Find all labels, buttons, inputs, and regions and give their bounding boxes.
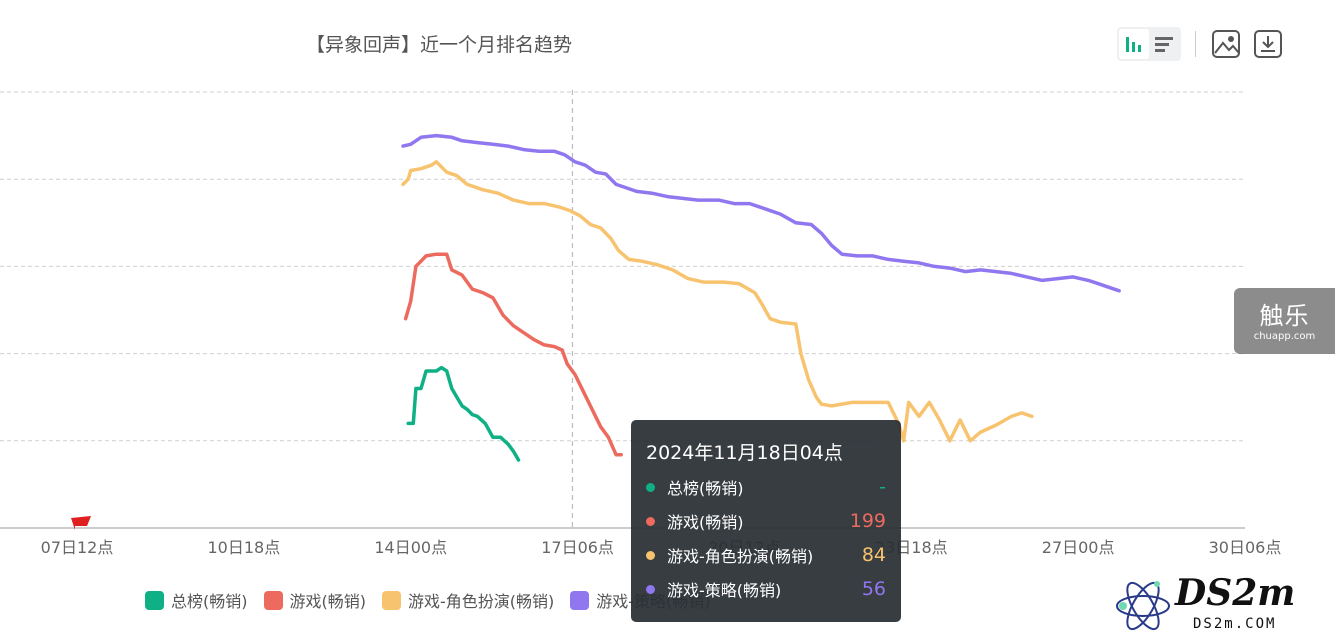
view-switch [1117, 27, 1181, 61]
save-image-button[interactable] [1210, 28, 1242, 60]
series-line-2 [401, 160, 1034, 443]
legend-item[interactable]: 游戏-角色扮演(畅销) [382, 588, 554, 612]
legend-item[interactable]: 总榜(畅销) [145, 588, 248, 612]
watermark-main-text: DS2m [1175, 572, 1296, 614]
legend-swatch [570, 590, 590, 610]
tooltip-row: 游戏-策略(畅销) 56 [646, 576, 886, 602]
tooltip-series-value: - [879, 476, 886, 498]
atom-logo-icon [1116, 581, 1170, 631]
watermark-sub-text: DS2m.COM [1193, 616, 1277, 632]
series-line-3 [401, 133, 1121, 293]
ds2m-watermark: DS2m DS2m.COM [1113, 570, 1328, 640]
legend-label: 游戏-角色扮演(畅销) [408, 592, 555, 611]
legend-label: 游戏(畅销) [289, 592, 367, 611]
data-tooltip: 2024年11月18日04点 总榜(畅销) - 游戏(畅销) 199 游戏-角色扮演(畅… [631, 420, 901, 622]
tooltip-series-dot [646, 516, 655, 526]
x-tick-label: 17日06点 [541, 538, 614, 557]
tooltip-row: 总榜(畅销) - [646, 474, 886, 500]
tooltip-row: 游戏-角色扮演(畅销) 84 [646, 542, 886, 568]
download-button[interactable] [1252, 28, 1284, 60]
save-image-icon [1212, 30, 1240, 58]
list-icon [1155, 37, 1173, 52]
badge-title: 触乐 [1259, 302, 1310, 330]
list-view-button[interactable] [1149, 29, 1179, 59]
x-tick-label: 27日00点 [1042, 538, 1115, 557]
series-line-1 [403, 252, 623, 457]
tooltip-series-dot [646, 584, 655, 594]
tooltip-series-name: 游戏-角色扮演(畅销) [667, 547, 814, 566]
chart-toolbar [1117, 27, 1284, 61]
x-tick-label: 10日18点 [207, 538, 280, 557]
x-tick-label: 30日06点 [1209, 538, 1282, 557]
legend-label: 总榜(畅销) [171, 592, 248, 611]
series-line-0 [406, 365, 521, 462]
event-flag-icon[interactable] [71, 516, 92, 530]
tooltip-title: 2024年11月18日04点 [646, 442, 843, 464]
legend-swatch [263, 590, 283, 610]
tooltip-series-name: 游戏-策略(畅销) [667, 581, 782, 600]
download-icon [1254, 30, 1282, 58]
tooltip-series-dot [646, 550, 655, 560]
tooltip-row: 游戏(畅销) 199 [646, 508, 886, 534]
x-tick-label: 14日00点 [374, 538, 447, 557]
tooltip-series-value: 199 [849, 510, 886, 532]
badge-domain: chuapp.com [1253, 331, 1316, 342]
legend-swatch [145, 590, 164, 610]
bar-chart-view-button[interactable] [1119, 29, 1149, 59]
toolbar-divider [1195, 31, 1196, 57]
legend-swatch [382, 590, 401, 610]
legend-item[interactable]: 游戏(畅销) [263, 588, 367, 612]
chart-legend: 总榜(畅销)游戏(畅销)游戏-角色扮演(畅销)游戏-策略(畅销) [145, 588, 711, 612]
bar-chart-icon [1126, 37, 1141, 52]
tooltip-series-value: 84 [861, 544, 886, 566]
tooltip-series-name: 总榜(畅销) [667, 479, 744, 498]
tooltip-series-dot [646, 482, 655, 492]
chuapp-badge[interactable]: 触乐 chuapp.com [1234, 288, 1335, 354]
chart-title: 【异象回声】近一个月排名趋势 [306, 34, 573, 56]
tooltip-series-value: 56 [861, 578, 886, 600]
x-tick-label: 07日12点 [41, 538, 114, 557]
tooltip-series-name: 游戏(畅销) [667, 513, 744, 532]
